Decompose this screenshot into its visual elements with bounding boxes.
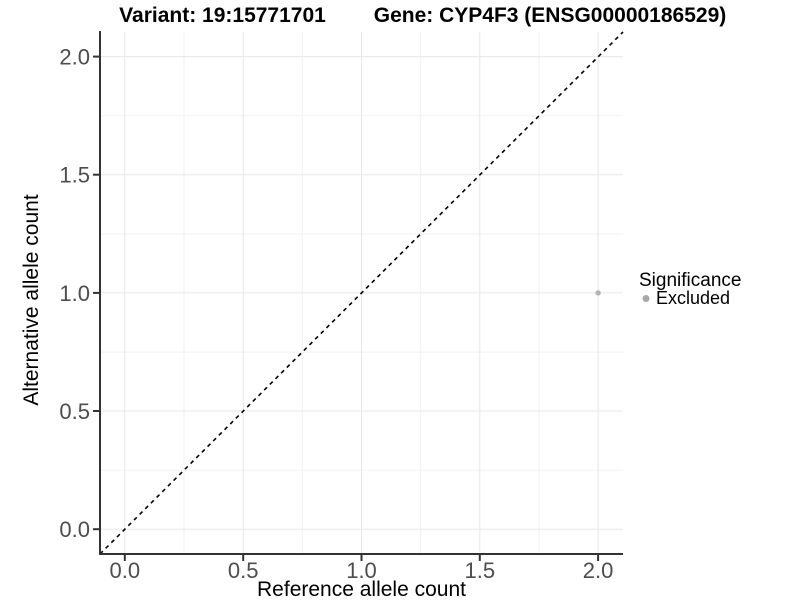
data-point xyxy=(595,290,601,296)
y-tick-label: 2.0 xyxy=(59,45,90,70)
x-tick-marks xyxy=(123,555,600,561)
x-tick-label: 0.0 xyxy=(110,558,141,583)
y-axis-title: Alternative allele count xyxy=(20,194,43,405)
y-tick-label: 1.0 xyxy=(59,281,90,306)
y-tick-marks xyxy=(93,55,99,531)
grid-major-horizontal xyxy=(100,56,623,530)
legend: Significance Excluded xyxy=(639,270,741,308)
legend-title: Significance xyxy=(639,270,741,291)
legend-entry-label: Excluded xyxy=(656,288,730,308)
plot-title-gene: Gene: CYP4F3 (ENSG00000186529) xyxy=(374,4,727,27)
x-tick-label: 0.5 xyxy=(228,558,259,583)
x-tick-label: 2.0 xyxy=(583,558,614,583)
y-tick-label: 0.0 xyxy=(59,517,90,542)
y-tick-label: 1.5 xyxy=(59,163,90,188)
x-axis-title: Reference allele count xyxy=(257,578,466,600)
y-tick-label: 0.5 xyxy=(59,399,90,424)
x-tick-label: 1.0 xyxy=(346,558,377,583)
x-tick-label: 1.5 xyxy=(465,558,496,583)
plot-title-variant: Variant: 19:15771701 xyxy=(119,4,326,27)
legend-key-dot xyxy=(642,295,650,302)
identity-line xyxy=(99,31,624,555)
